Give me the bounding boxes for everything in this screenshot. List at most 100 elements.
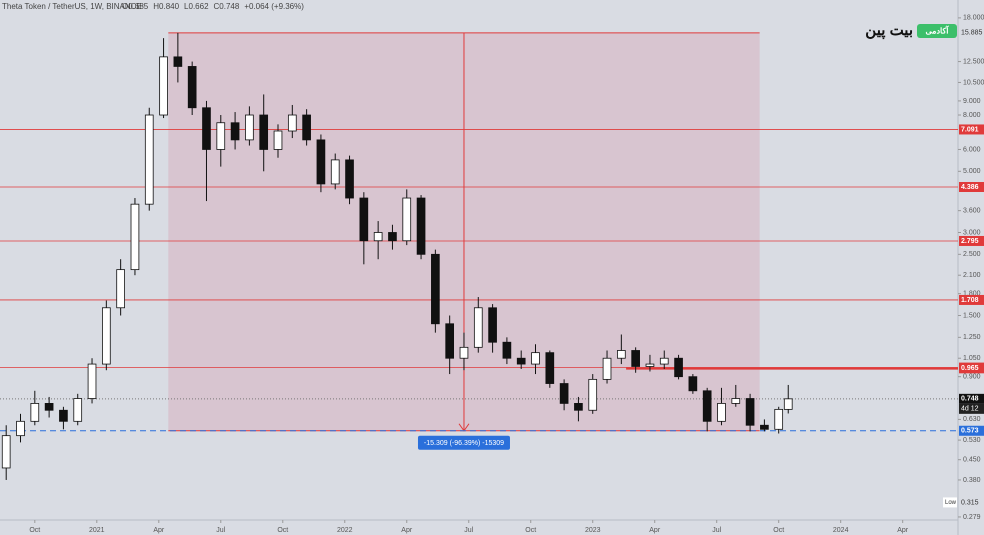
ohlc-value: L0.662 <box>184 2 209 11</box>
y-tick-label: 0.630 <box>963 416 981 423</box>
level-label: 1.708 <box>961 297 979 304</box>
countdown-box <box>959 403 984 414</box>
candle-body <box>59 409 68 422</box>
x-tick-label: Apr <box>153 527 165 534</box>
top-level-label: 15.885 <box>961 30 983 37</box>
y-tick-label: 3.000 <box>963 229 981 236</box>
candle-body <box>173 56 183 67</box>
x-tick-label: 2021 <box>89 527 105 534</box>
candle-body <box>388 232 397 242</box>
y-tick-label: 10.500 <box>963 79 984 86</box>
level-label: 4.386 <box>961 184 979 191</box>
candle-body <box>659 357 669 365</box>
support-box <box>959 425 984 436</box>
x-tick-label: Jul <box>464 527 473 534</box>
last-price-box <box>959 393 984 404</box>
y-tick-label: 12.500 <box>963 58 984 65</box>
candle-body <box>516 357 526 365</box>
y-tick-label: 9.000 <box>963 98 981 105</box>
x-tick-label: Apr <box>649 527 661 534</box>
candle-body <box>273 130 283 150</box>
support-label: 0.573 <box>961 428 979 435</box>
candle-body <box>216 122 226 150</box>
candle-body <box>731 398 741 404</box>
low-value: 0.315 <box>961 499 979 506</box>
badge-box <box>917 24 957 38</box>
candle-body <box>745 398 755 426</box>
ohlc-value: +0.064 (+9.36%) <box>244 2 304 11</box>
level-label: 7.091 <box>961 126 979 133</box>
candle-body <box>116 269 125 309</box>
ohlc-value: H0.840 <box>153 2 179 11</box>
y-tick-label: 8.000 <box>963 112 981 119</box>
candle-body <box>502 341 512 359</box>
candle-body <box>431 253 440 325</box>
resistance-box <box>959 363 984 374</box>
candle-body <box>16 420 25 437</box>
candle-body <box>617 350 626 359</box>
x-tick-label: Oct <box>773 527 784 534</box>
candle-body <box>73 398 83 422</box>
candle-body <box>345 159 354 199</box>
y-tick-label: 0.279 <box>963 514 981 521</box>
candle-body <box>488 307 497 343</box>
resistance-label: 0.965 <box>961 365 979 372</box>
y-tick-label: 1.050 <box>963 355 981 362</box>
candle-body <box>588 378 598 411</box>
candle-body <box>1 435 11 469</box>
candle-body <box>774 408 784 430</box>
candle-body <box>783 398 793 410</box>
y-tick-label: 2.100 <box>963 272 981 279</box>
candle-body <box>245 114 254 141</box>
candle-body <box>445 323 455 359</box>
y-tick-label: 0.450 <box>963 457 981 464</box>
candle-body <box>230 122 240 141</box>
candle-body <box>259 114 269 150</box>
level-box <box>959 181 984 192</box>
candle-body <box>416 197 426 255</box>
symbol: Theta Token / TetherUS, 1W, BINANCE <box>2 2 142 11</box>
candle-body <box>702 390 712 422</box>
candle-body <box>87 363 97 399</box>
candle-body <box>574 403 583 411</box>
y-tick-label: 0.900 <box>963 374 981 381</box>
candle-body <box>559 383 569 404</box>
candle-body <box>102 307 111 365</box>
x-tick-label: Apr <box>401 527 413 534</box>
y-tick-label: 1.800 <box>963 291 981 298</box>
x-tick-label: Apr <box>897 527 909 534</box>
candle-body <box>631 350 640 367</box>
level-box <box>959 124 984 135</box>
candle-body <box>545 352 555 384</box>
y-tick-label: 1.250 <box>963 334 981 341</box>
candle-body <box>459 346 469 359</box>
candle-body <box>531 352 540 365</box>
candle-body <box>287 114 297 132</box>
x-tick-label: Oct <box>277 527 288 534</box>
x-tick-label: 2022 <box>337 527 353 534</box>
y-tick-label: 3.600 <box>963 207 981 214</box>
candle-body <box>717 403 726 422</box>
measure-label-box <box>417 435 510 450</box>
x-tick-label: Jul <box>216 527 225 534</box>
candle-body <box>602 357 612 380</box>
measure-label: -15.309 (-96.39%) -15309 <box>424 440 504 447</box>
candle-body <box>674 357 683 378</box>
y-tick-label: 0.380 <box>963 477 981 484</box>
candle-body <box>159 56 168 116</box>
candle-body <box>302 114 311 141</box>
candle-body <box>202 107 211 150</box>
candle-body <box>330 159 340 185</box>
x-tick-label: Oct <box>525 527 536 534</box>
countdown: 4d 12 <box>961 406 979 413</box>
candle-body <box>359 197 369 242</box>
y-tick-label: 0.530 <box>963 437 981 444</box>
candle-body <box>44 403 54 411</box>
low-box <box>943 497 957 508</box>
ohlc-value: O0.685 <box>122 2 149 11</box>
level-box <box>959 235 984 246</box>
level-box <box>959 294 984 305</box>
candle-body <box>130 203 140 271</box>
